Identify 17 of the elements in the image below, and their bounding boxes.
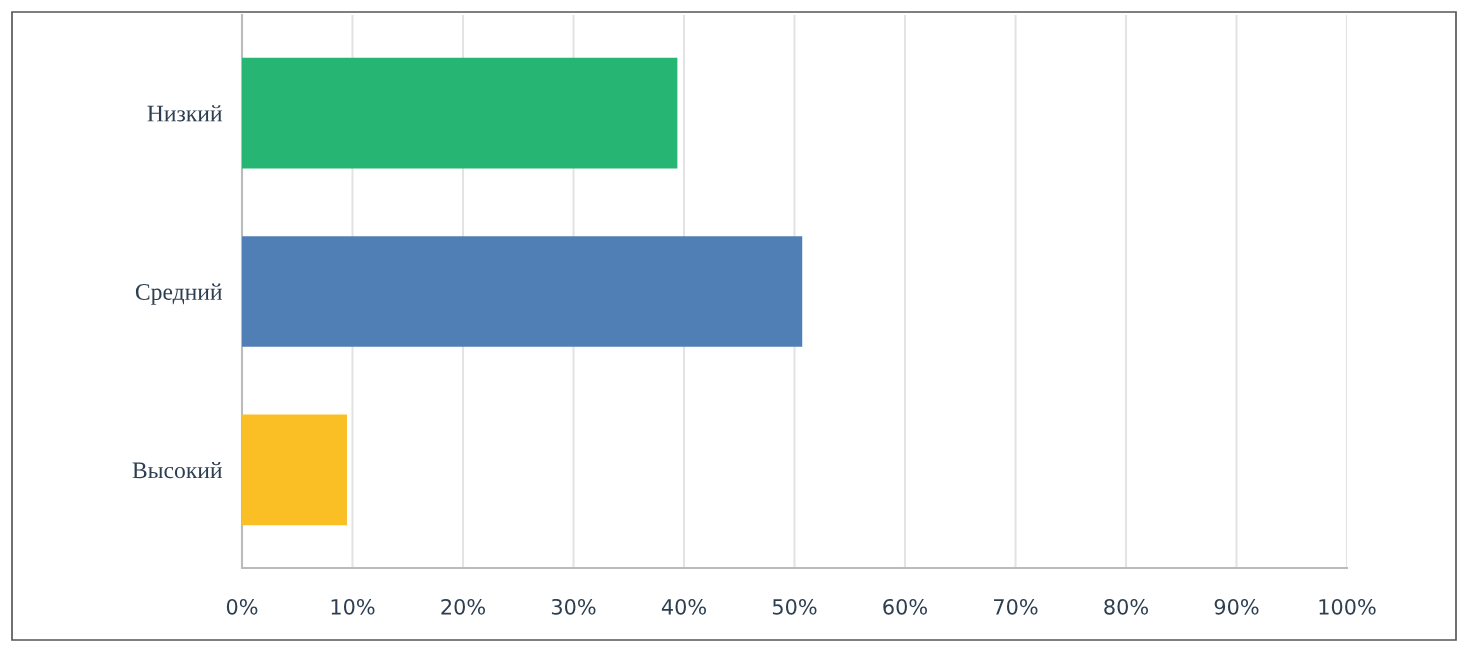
x-tick-label: 90%	[1214, 598, 1259, 615]
x-tick-label: 30%	[551, 598, 596, 615]
x-tick-label: 0%	[226, 598, 258, 615]
bar	[242, 57, 678, 169]
bar	[242, 236, 803, 347]
y-tick-label: Высокий	[132, 461, 222, 479]
x-tick-label: 80%	[1104, 598, 1148, 615]
x-tick-label: 60%	[883, 598, 927, 615]
y-tick-label: Низкий	[147, 105, 222, 122]
x-tick-label: 50%	[772, 598, 817, 615]
x-tick-label: 70%	[994, 598, 1038, 615]
x-tick-label: 10%	[331, 598, 375, 615]
bar	[242, 414, 347, 526]
x-tick-label: 20%	[441, 598, 485, 615]
x-tick-label: 40%	[661, 598, 706, 615]
y-tick-label: Средний	[135, 283, 222, 305]
x-tick-label: 100%	[1319, 598, 1376, 615]
